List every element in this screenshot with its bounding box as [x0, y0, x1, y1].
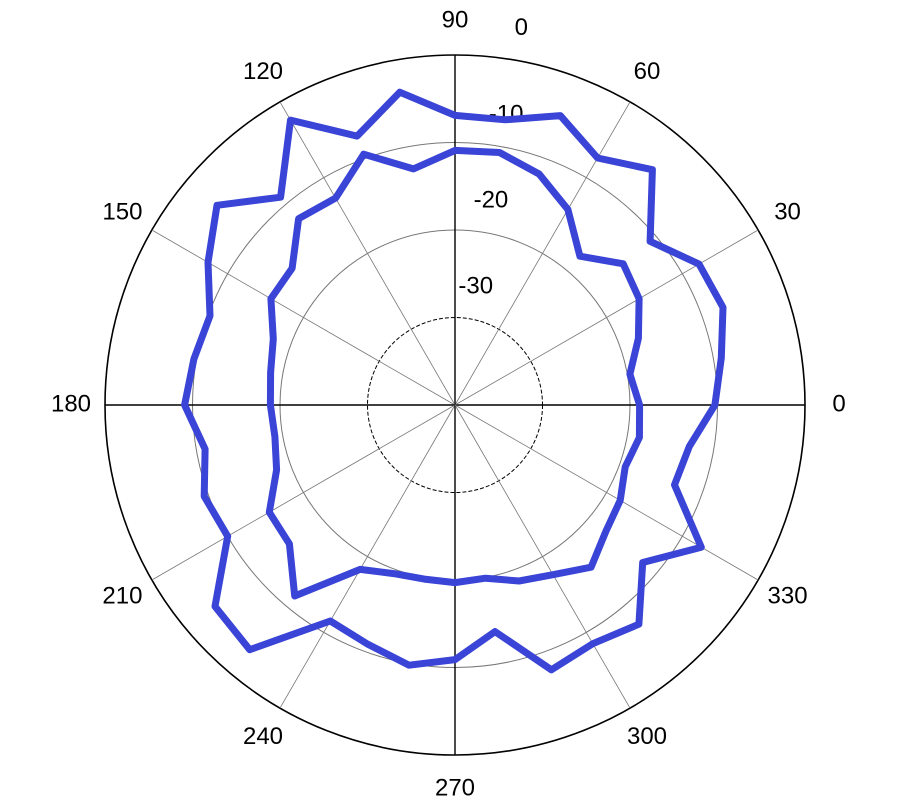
r-tick-label: 0	[515, 14, 528, 41]
theta-tick-label: 150	[102, 198, 142, 225]
spoke	[151, 229, 456, 406]
spoke	[454, 404, 631, 709]
spoke	[454, 229, 759, 406]
theta-tick-label: 300	[627, 723, 667, 750]
theta-tick-label: 210	[102, 582, 142, 609]
trace	[265, 146, 644, 600]
trace	[181, 88, 727, 674]
r-tick-label: -10	[489, 100, 524, 127]
theta-tick-label: 330	[768, 582, 808, 609]
theta-tick-label: 240	[243, 723, 283, 750]
spoke	[454, 404, 759, 581]
spoke	[279, 404, 456, 709]
theta-tick-label: 30	[774, 198, 801, 225]
theta-tick-label: 60	[634, 58, 661, 85]
r-tick-label: -20	[474, 186, 509, 213]
r-tick-label: -30	[458, 273, 493, 300]
theta-tick-label: 120	[243, 58, 283, 85]
theta-tick-label: 0	[832, 390, 845, 417]
theta-tick-label: 180	[51, 390, 91, 417]
theta-tick-label: 270	[435, 774, 475, 800]
spoke	[279, 101, 456, 406]
theta-tick-label: 90	[442, 6, 469, 33]
spoke	[454, 101, 631, 406]
spoke	[151, 404, 456, 581]
